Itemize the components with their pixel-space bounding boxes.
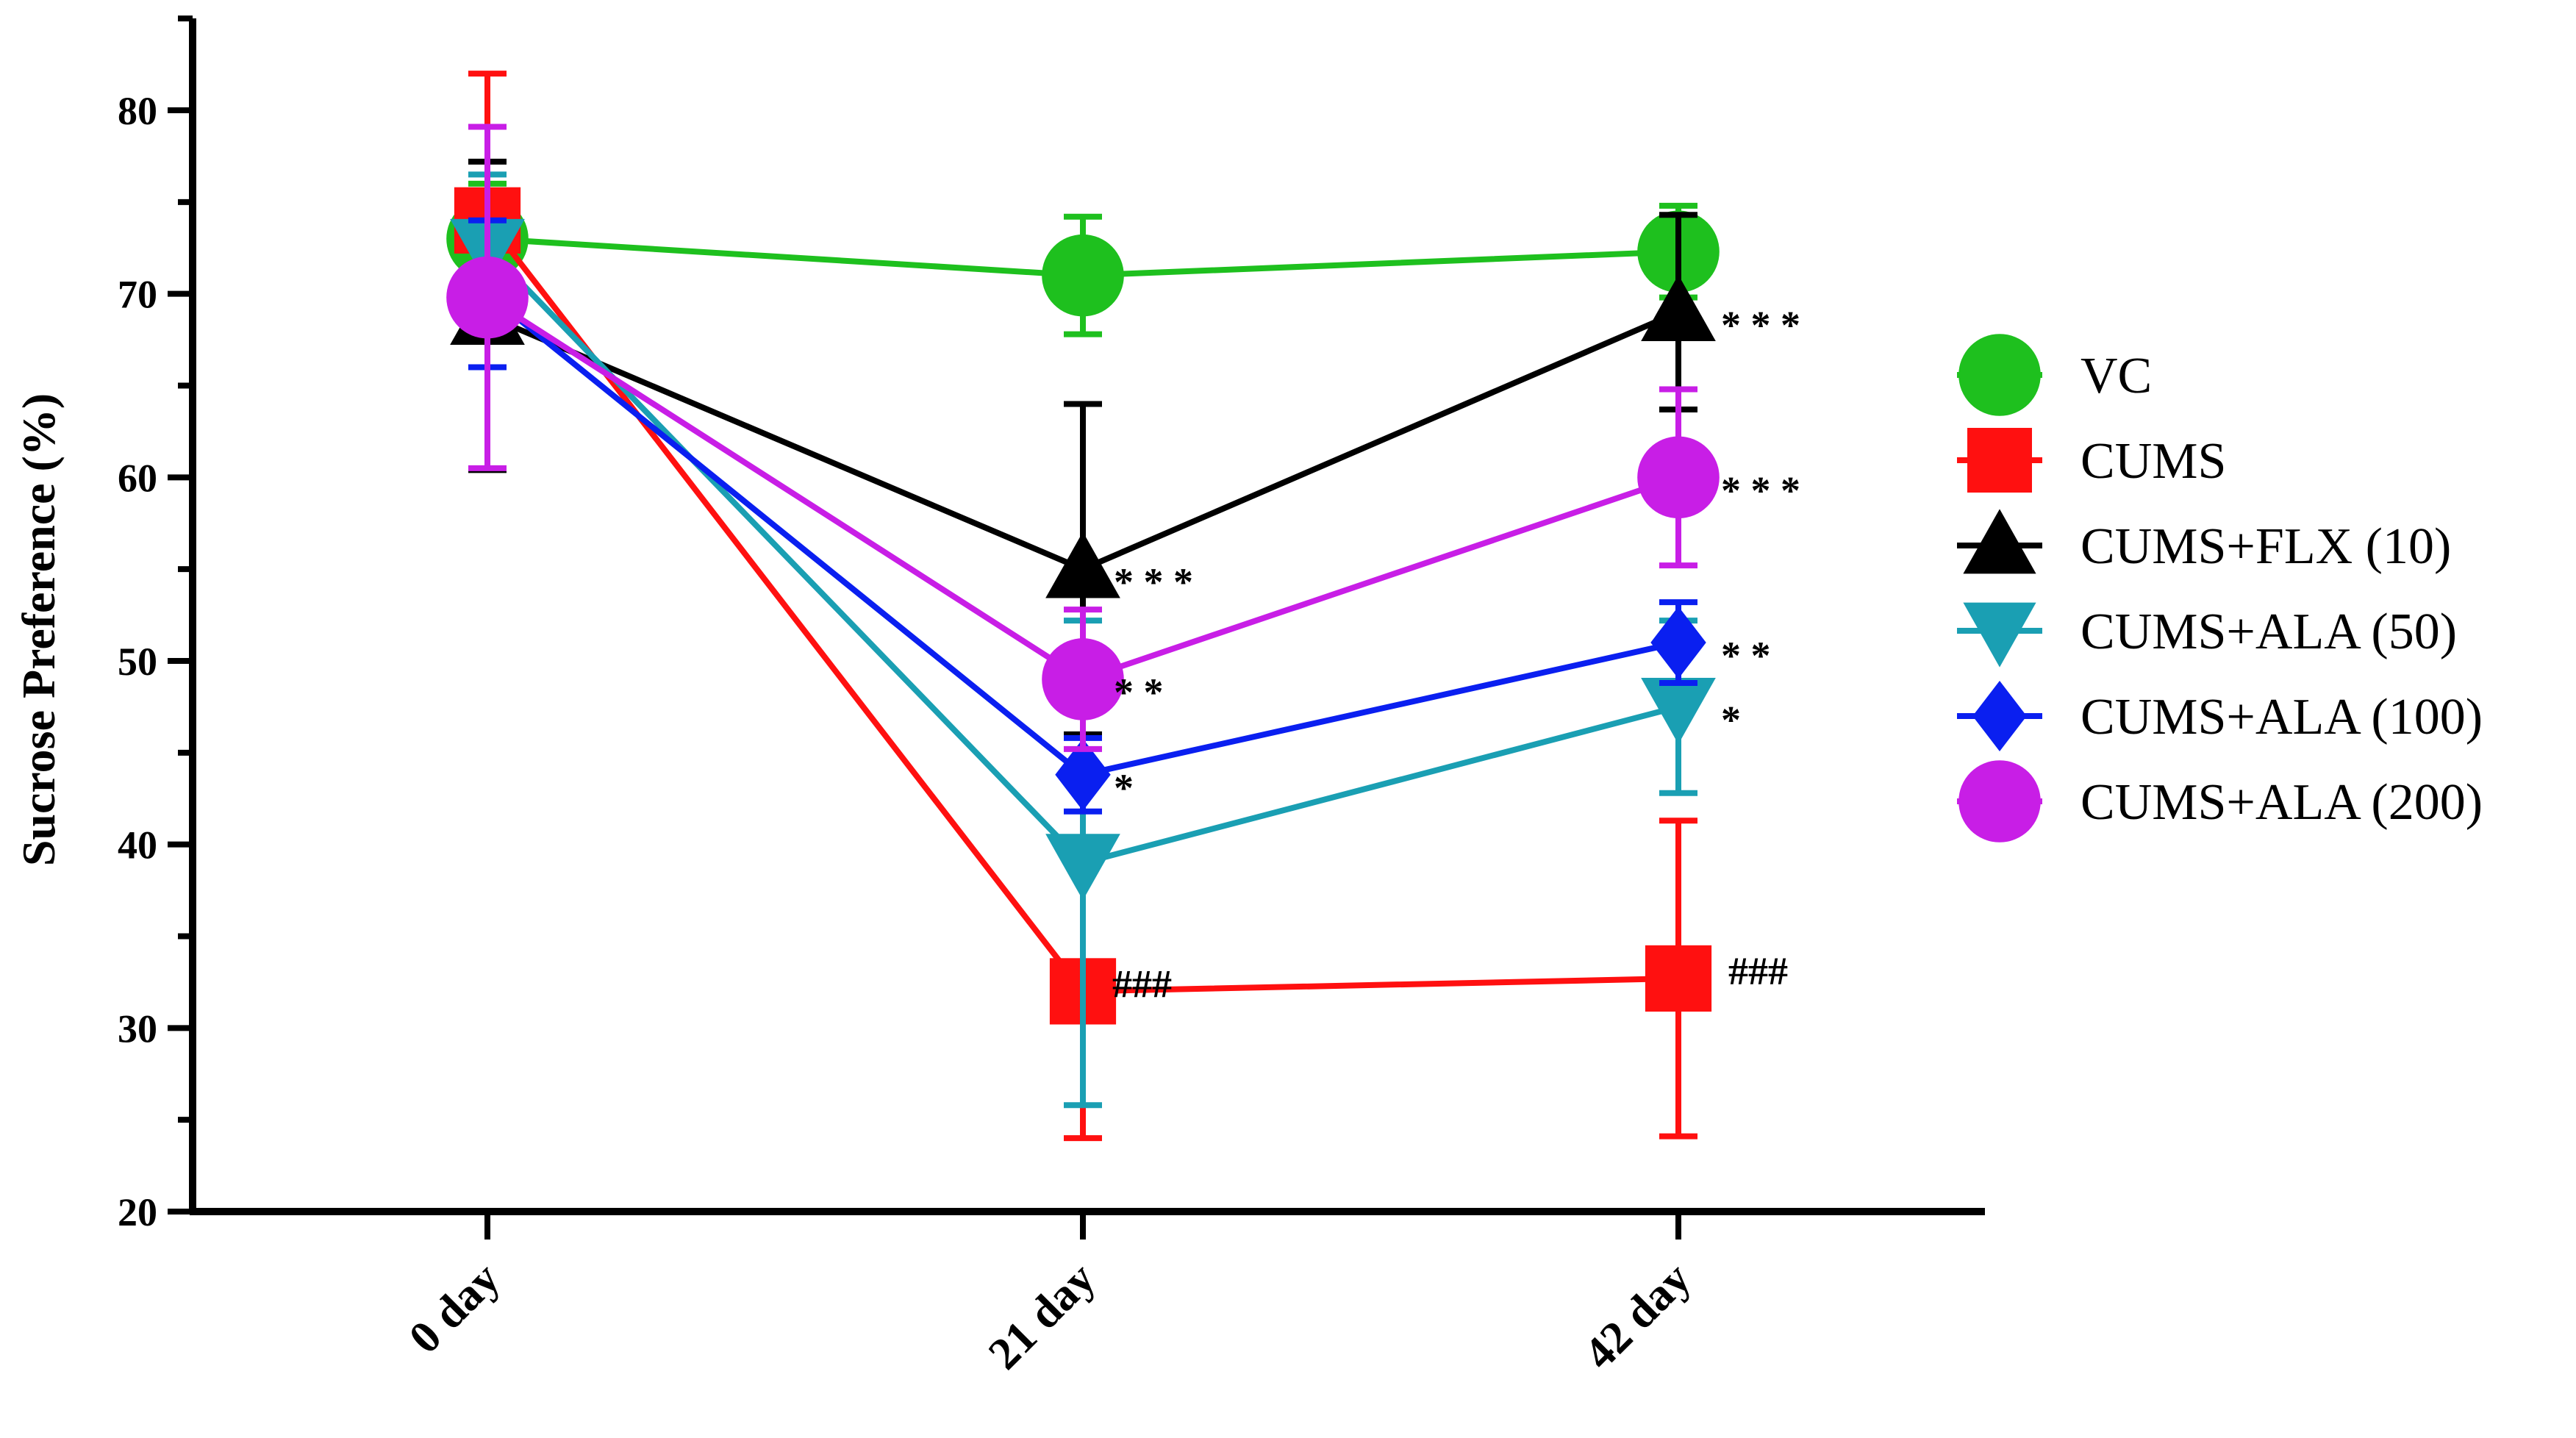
legend-label: CUMS: [2081, 433, 2226, 490]
significance-label: ###: [1728, 949, 1788, 993]
significance-label: ###: [1112, 962, 1172, 1006]
significance-label: * *: [1114, 670, 1164, 715]
series-group: [446, 71, 1720, 1142]
data-point: [1055, 738, 1111, 811]
significance-label: *: [1721, 698, 1741, 742]
legend-item: CUMS+ALA (100): [1957, 681, 2483, 751]
legend-label: CUMS+ALA (100): [2081, 689, 2483, 745]
legend-item: VC: [1957, 334, 2152, 416]
significance-label: * * *: [1114, 560, 1193, 604]
data-point: [1045, 834, 1120, 901]
data-point: [1045, 532, 1120, 598]
x-tick-label: 42 day: [1575, 1253, 1700, 1379]
y-tick-label: 20: [118, 1190, 157, 1234]
legend-label: CUMS+FLX (10): [2081, 518, 2451, 575]
significance-label: * *: [1721, 634, 1771, 678]
series-vc: [446, 180, 1720, 337]
legend-item: CUMS: [1957, 428, 2226, 493]
significance-label: * * *: [1721, 468, 1800, 512]
legend-marker: [1958, 760, 2041, 843]
y-tick-label: 50: [118, 640, 157, 684]
significance-label: * * *: [1721, 304, 1800, 348]
y-tick-label: 40: [118, 823, 157, 868]
data-point: [1641, 274, 1716, 341]
x-tick-label: 0 day: [400, 1253, 509, 1363]
data-point: [1042, 234, 1124, 317]
legend-marker: [1967, 428, 2032, 493]
data-point: [1042, 638, 1124, 720]
legend-label: VC: [2081, 348, 2152, 404]
data-point: [1645, 945, 1712, 1012]
x-tick-label: 21 day: [979, 1253, 1105, 1379]
y-tick-label: 60: [118, 456, 157, 500]
data-point: [446, 256, 529, 339]
data-point: [1641, 678, 1716, 745]
y-tick-label: 70: [118, 273, 157, 317]
legend-item: CUMS+FLX (10): [1957, 509, 2451, 575]
legend-item: CUMS+ALA (50): [1957, 602, 2457, 668]
significance-label: *: [1114, 766, 1134, 810]
legend-marker: [1963, 509, 2036, 574]
legend-label: CUMS+ALA (50): [2081, 604, 2457, 660]
legend-label: CUMS+ALA (200): [2081, 774, 2483, 831]
data-point: [1650, 606, 1706, 679]
series-cums-ala-200: [446, 124, 1720, 752]
legend: VC CUMS CUMS+FLX (10) CUMS+ALA (50) CUMS+ALA…: [1957, 334, 2483, 843]
legend-item: CUMS+ALA (200): [1957, 760, 2483, 843]
legend-marker: [1972, 681, 2027, 751]
y-tick-label: 30: [118, 1006, 157, 1051]
y-axis-title: Sucrose Preference (%): [12, 393, 65, 866]
legend-marker: [1963, 602, 2036, 668]
data-point: [1637, 436, 1720, 519]
annotations: ### ### * * * * * * * * * * * * * * *: [1112, 304, 1800, 1006]
legend-marker: [1958, 334, 2041, 416]
y-tick-label: 80: [118, 89, 157, 133]
